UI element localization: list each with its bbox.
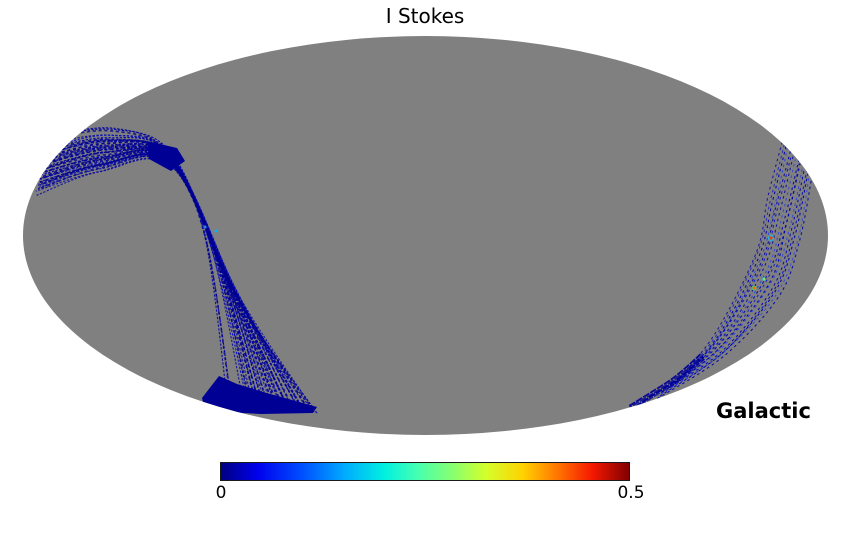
- coordinate-system-label: Galactic: [716, 399, 811, 423]
- scan-track: [51, 137, 250, 405]
- scan-track: [660, 171, 808, 395]
- scan-track: [677, 141, 783, 381]
- scan-track: [660, 169, 805, 394]
- crossing-knot: [147, 141, 185, 171]
- hotspot-core: [763, 278, 765, 280]
- colorbar-tick-max: 0.5: [617, 483, 645, 503]
- scan-track: [669, 156, 794, 388]
- scan-track: [657, 175, 810, 397]
- bottom-boot: [202, 376, 317, 414]
- colorbar-tick-min: 0: [215, 483, 227, 503]
- hotspot-core: [203, 225, 207, 229]
- sky-map-svg: [23, 36, 828, 435]
- scan-track: [48, 138, 252, 406]
- hotspot-core: [752, 286, 756, 290]
- scan-track: [672, 154, 793, 387]
- scan-track: [46, 143, 268, 408]
- scan-track: [628, 353, 702, 407]
- scan-track: [40, 149, 294, 409]
- scan-track: [665, 163, 801, 392]
- scan-track: [629, 355, 703, 408]
- figure-title: I Stokes: [385, 4, 465, 28]
- sky-ellipse-unobserved: [23, 36, 828, 435]
- scan-track: [39, 152, 299, 410]
- scan-track: [671, 150, 791, 387]
- hotspot-core: [215, 230, 217, 232]
- scan-track: [630, 356, 705, 410]
- scan-track: [55, 127, 229, 404]
- scan-track: [42, 147, 285, 409]
- scan-track: [676, 143, 785, 383]
- hotspot-core: [769, 236, 773, 240]
- scan-tracks-group: [35, 127, 813, 414]
- scan-track: [659, 174, 809, 397]
- scan-track: [40, 149, 289, 408]
- scan-track: [52, 134, 245, 405]
- scan-track: [46, 140, 261, 406]
- colorbar-gradient: [220, 462, 630, 481]
